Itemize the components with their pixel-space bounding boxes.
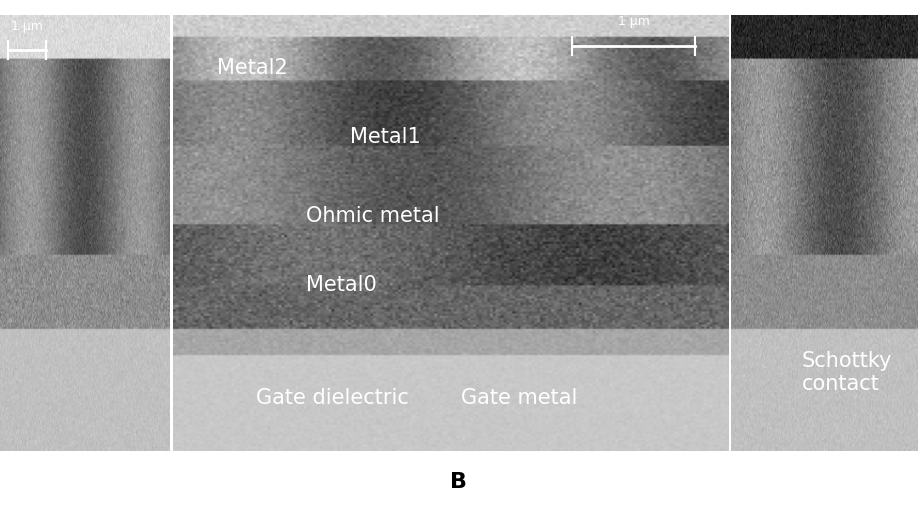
Text: Schottky
contact: Schottky contact	[802, 351, 892, 394]
Text: Metal1: Metal1	[351, 127, 421, 147]
Text: Metal0: Metal0	[306, 275, 376, 295]
Text: B: B	[451, 472, 467, 492]
Text: Gate metal: Gate metal	[462, 388, 577, 409]
Text: Gate dielectric: Gate dielectric	[256, 388, 409, 409]
Text: Metal2: Metal2	[217, 57, 287, 78]
Text: 1 μm: 1 μm	[618, 15, 650, 28]
Text: 1 μm: 1 μm	[11, 20, 43, 33]
Text: Ohmic metal: Ohmic metal	[306, 205, 440, 226]
